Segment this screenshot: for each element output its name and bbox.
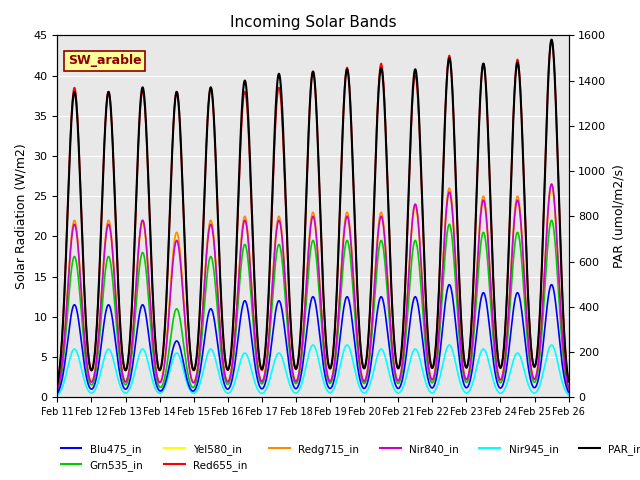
PAR_in — [54, 381, 61, 387]
Red655_in — [564, 379, 572, 384]
Nir945_in — [373, 353, 381, 359]
PAR_in — [564, 379, 572, 384]
Nir945_in — [250, 373, 257, 379]
Yel580_in — [115, 335, 122, 341]
Nir945_in — [518, 357, 525, 362]
Line: Nir945_in: Nir945_in — [58, 345, 568, 395]
Nir945_in — [548, 342, 556, 348]
Grn535_in — [250, 322, 257, 328]
Grn535_in — [54, 388, 61, 394]
Y-axis label: PAR (umol/m2/s): PAR (umol/m2/s) — [612, 164, 625, 268]
Line: Redg715_in: Redg715_in — [58, 184, 568, 389]
PAR_in — [250, 244, 257, 250]
Legend: Blu475_in, Grn535_in, Yel580_in, Red655_in, Redg715_in, Nir840_in, Nir945_in, PA: Blu475_in, Grn535_in, Yel580_in, Red655_… — [56, 439, 640, 475]
Line: Yel580_in: Yel580_in — [58, 188, 568, 390]
Blu475_in — [250, 348, 257, 354]
Title: Incoming Solar Bands: Incoming Solar Bands — [230, 15, 396, 30]
Redg715_in — [538, 323, 545, 329]
PAR_in — [548, 37, 556, 43]
Redg715_in — [548, 181, 556, 187]
Blu475_in — [54, 390, 61, 396]
Blu475_in — [115, 363, 122, 369]
Nir945_in — [564, 392, 572, 398]
Grn535_in — [115, 346, 122, 352]
Nir840_in — [373, 241, 381, 247]
Line: Red655_in: Red655_in — [58, 39, 568, 384]
Nir840_in — [54, 387, 61, 393]
PAR_in — [518, 109, 525, 115]
Nir840_in — [518, 227, 525, 232]
Line: Blu475_in: Blu475_in — [58, 285, 568, 393]
Redg715_in — [54, 386, 61, 392]
Yel580_in — [250, 311, 257, 316]
Line: Nir840_in: Nir840_in — [58, 184, 568, 390]
Grn535_in — [564, 386, 572, 392]
Yel580_in — [515, 202, 523, 208]
Nir945_in — [54, 392, 61, 398]
Red655_in — [250, 250, 257, 255]
Yel580_in — [373, 241, 381, 247]
Red655_in — [548, 36, 556, 42]
Blu475_in — [564, 389, 572, 395]
Nir840_in — [548, 181, 556, 187]
Red655_in — [115, 290, 122, 296]
Text: SW_arable: SW_arable — [68, 54, 141, 67]
Redg715_in — [373, 238, 381, 243]
Redg715_in — [515, 198, 523, 204]
Redg715_in — [564, 385, 572, 391]
Redg715_in — [250, 309, 257, 314]
Grn535_in — [515, 233, 523, 239]
Red655_in — [538, 275, 545, 280]
Red655_in — [518, 107, 525, 112]
Red655_in — [54, 381, 61, 386]
Y-axis label: Solar Radiation (W/m2): Solar Radiation (W/m2) — [15, 144, 28, 289]
Nir840_in — [564, 385, 572, 391]
PAR_in — [373, 115, 381, 121]
Nir840_in — [538, 323, 545, 329]
Nir945_in — [115, 378, 122, 384]
Yel580_in — [518, 227, 525, 232]
PAR_in — [115, 290, 122, 296]
Grn535_in — [518, 254, 525, 260]
Nir840_in — [515, 202, 523, 208]
Yel580_in — [538, 324, 545, 330]
Grn535_in — [548, 217, 556, 223]
Yel580_in — [564, 385, 572, 391]
Yel580_in — [548, 185, 556, 191]
PAR_in — [515, 67, 523, 73]
Nir945_in — [538, 377, 545, 383]
Blu475_in — [515, 292, 523, 298]
Line: Grn535_in: Grn535_in — [58, 220, 568, 391]
Line: PAR_in: PAR_in — [58, 40, 568, 384]
Nir840_in — [115, 335, 122, 341]
Blu475_in — [518, 305, 525, 311]
Blu475_in — [373, 309, 381, 315]
PAR_in — [538, 275, 545, 281]
Red655_in — [515, 64, 523, 70]
Redg715_in — [115, 334, 122, 340]
Blu475_in — [548, 282, 556, 288]
Grn535_in — [373, 261, 381, 267]
Yel580_in — [54, 387, 61, 393]
Grn535_in — [538, 335, 545, 341]
Nir945_in — [515, 351, 523, 357]
Red655_in — [373, 111, 381, 117]
Blu475_in — [538, 357, 545, 362]
Nir840_in — [250, 311, 257, 316]
Redg715_in — [518, 223, 525, 229]
